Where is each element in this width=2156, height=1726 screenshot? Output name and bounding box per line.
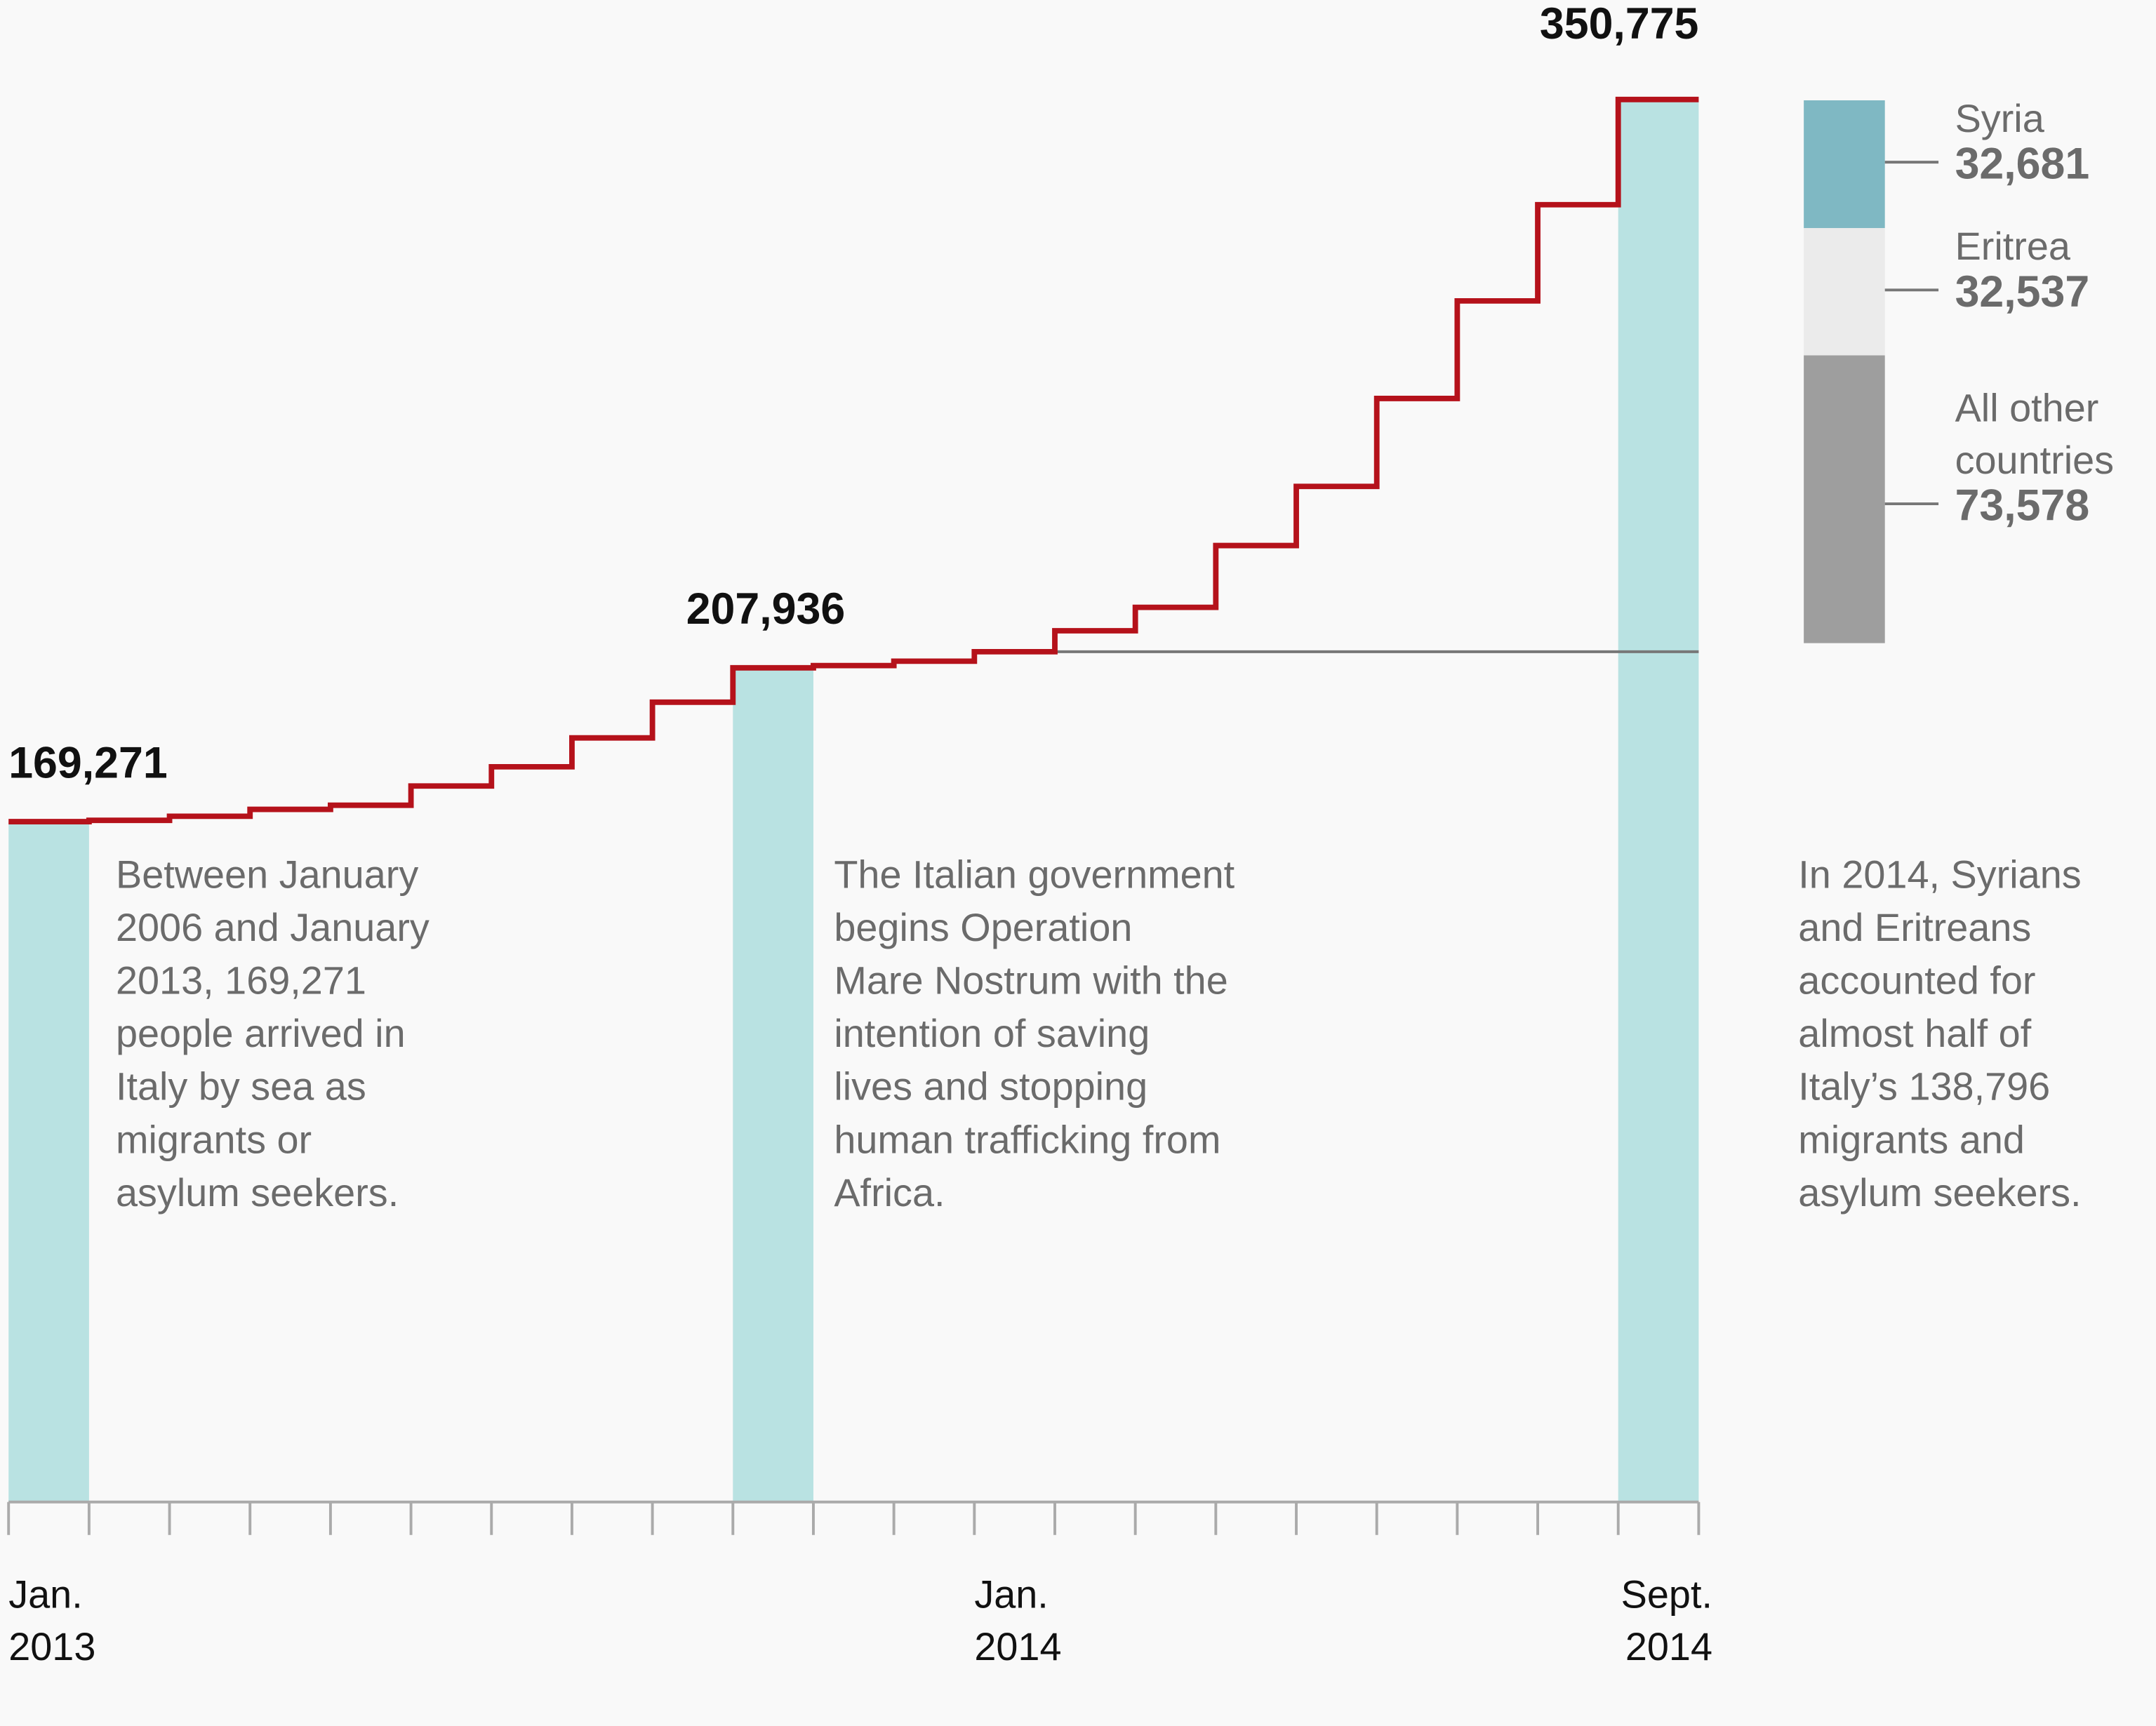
annotation-line: asylum seekers. xyxy=(1798,1170,2081,1215)
legend-segment-syria xyxy=(1804,100,1885,229)
value-label: 169,271 xyxy=(8,738,168,787)
annotation-line: almost half of xyxy=(1798,1011,2031,1055)
legend-label: All other xyxy=(1955,386,2099,430)
annotation-line: The Italian government xyxy=(834,852,1235,896)
annotation-line: asylum seekers. xyxy=(116,1170,399,1215)
x-tick-label: Jan. xyxy=(974,1572,1049,1617)
annotation-line: lives and stopping xyxy=(834,1064,1147,1109)
annotation-line: Between January xyxy=(116,852,418,896)
x-axis: Jan. 2013 Jan. 2014 Sept. 2014 xyxy=(7,1500,1712,1668)
legend-segment-eritrea xyxy=(1804,228,1885,356)
annotation-line: begins Operation xyxy=(834,905,1132,949)
highlight-bar xyxy=(733,667,813,1502)
value-label: 350,775 xyxy=(1540,0,1699,48)
value-labels: 169,271 207,936 350,775 xyxy=(8,0,1698,787)
highlight-bar xyxy=(8,822,89,1502)
legend-segment-all-other-countries xyxy=(1804,355,1885,643)
legend-value: 73,578 xyxy=(1955,481,2090,530)
x-tick-label: Sept. xyxy=(1621,1572,1712,1617)
annotation-line: 2013, 169,271 xyxy=(116,958,366,1002)
legend-label: countries xyxy=(1955,438,2114,482)
cumulative-step-line xyxy=(8,96,1699,824)
annotations: Between January 2006 and January 2013, 169… xyxy=(116,852,2082,1215)
annotation-line: accounted for xyxy=(1798,958,2035,1002)
annotation-line: migrants or xyxy=(116,1117,312,1161)
annotation-line: intention of saving xyxy=(834,1011,1150,1055)
annotation-line: Italy by sea as xyxy=(116,1064,366,1109)
x-tick-label: 2014 xyxy=(1625,1624,1712,1668)
annotation-line: Africa. xyxy=(834,1170,945,1215)
annotation-line: Italy’s 138,796 xyxy=(1798,1064,2050,1109)
legend-value: 32,537 xyxy=(1955,267,2090,316)
annotation-line: Mare Nostrum with the xyxy=(834,958,1227,1002)
value-label: 207,936 xyxy=(686,584,846,634)
legend-label: Eritrea xyxy=(1955,224,2071,268)
annotation-line: 2006 and January xyxy=(116,905,430,949)
highlight-bar xyxy=(1618,99,1699,1502)
step-line xyxy=(8,96,1699,824)
legend-label: Syria xyxy=(1955,96,2045,140)
annotation-line: In 2014, Syrians xyxy=(1798,852,2081,896)
x-tick-label: 2013 xyxy=(8,1624,95,1668)
legend-value: 32,681 xyxy=(1955,140,2090,189)
x-tick-label: 2014 xyxy=(974,1624,1061,1668)
x-tick-label: Jan. xyxy=(8,1572,83,1617)
annotation-line: people arrived in xyxy=(116,1011,406,1055)
highlight-bars xyxy=(8,99,1699,1502)
annotation-line: human trafficking from xyxy=(834,1117,1220,1161)
annotation-line: migrants and xyxy=(1798,1117,2025,1161)
annotation-line: and Eritreans xyxy=(1798,905,2031,949)
